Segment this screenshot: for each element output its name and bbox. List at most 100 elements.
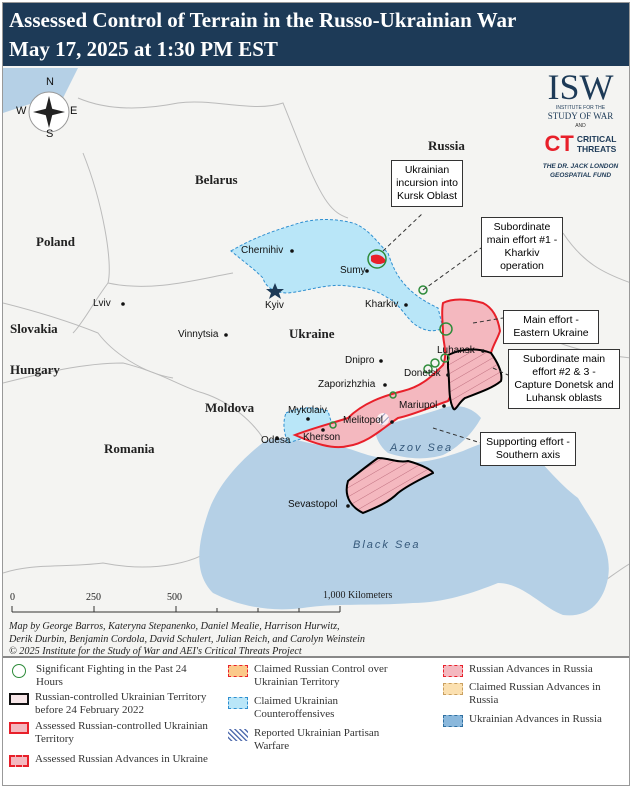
significant-fighting-markers [329,249,453,429]
legend-label: Claimed Russian Advances in Russia [469,681,601,706]
crimea [345,456,435,515]
map-graphic [3,68,629,616]
city-kherson: Kherson [303,432,341,443]
ct-name-1: CRITICAL [576,134,617,144]
city-donetsk: Donetsk [404,368,441,379]
black-sea [199,437,609,616]
map-legend: Significant Fighting in the Past 24 Hour… [3,656,629,785]
callout-kharkiv-operation: Subordinate main effort #1 - Kharkiv ope… [481,217,563,277]
country-belarus: Belarus [195,172,238,187]
legend-label: Assessed Russian-controlled Ukrainian Te… [35,720,208,745]
isw-logo-text: ISW [547,67,614,107]
ct-name-2: THREATS [576,144,617,154]
country-ukraine: Ukraine [289,326,335,341]
claimed-russian-advances-russia-swatch [443,683,463,695]
fighting-circle-icon [12,664,26,678]
legend-item-russian-advances-russia: Russian Advances in Russia [443,663,628,677]
city-mariupol: Mariupol [399,400,438,411]
compass-rose-icon [28,91,70,133]
map-header: Assessed Control of Terrain in the Russo… [3,3,629,66]
map-area: N S E W ISW INSTITUTE FOR THE STUDY OF W… [3,66,629,659]
scale-1000: 1,000 Kilometers [323,590,393,601]
scale-250: 250 [86,592,101,603]
legend-item-ukrainian-counteroffensives: Claimed Ukrainian Counteroffensives [228,695,413,721]
legend-item-russian-controlled: Assessed Russian-controlled Ukrainian Te… [9,720,209,746]
fund-line-2: GEOSPATIAL FUND [549,172,612,179]
city-chernihiv: Chernihiv [241,245,284,256]
claimed-ukrainian-counteroffensives-north [230,219,444,332]
map-credit: Map by George Barros, Kateryna Stepanenk… [9,621,365,659]
legend-label: Claimed Russian Control over Ukrainian T… [254,663,388,688]
scale-500: 500 [167,592,182,603]
compass-w: W [16,105,27,117]
compass-e: E [70,105,78,117]
isw-logo-sub: INSTITUTE FOR THE [555,105,606,111]
city-dnipro: Dnipro [345,355,375,366]
compass-n: N [46,76,54,88]
map-title: Assessed Control of Terrain in the Russo… [9,8,517,32]
callout-lines [382,212,509,444]
russian-advances-swatch [9,755,29,767]
city-odesa: Odesa [261,435,291,446]
azov-sea [375,406,481,459]
city-sumy: Sumy [340,265,366,276]
pre-2022-donbas [447,348,503,411]
callout-kursk: Ukrainian incursion into Kursk Oblast [391,160,463,207]
compass-s: S [46,128,54,140]
ct-logo-mark: CT [544,131,574,156]
legend-label: Significant Fighting in the Past 24 Hour… [36,663,187,688]
map-date: May 17, 2025 at 1:30 PM EST [9,37,278,61]
country-hungary: Hungary [10,362,60,377]
legend-item-ukrainian-advances-russia: Ukrainian Advances in Russia [443,713,628,727]
kursk-incursion [371,254,386,264]
city-kyiv: Kyiv [265,300,284,311]
azov-sea-label: Azov Sea [390,442,454,454]
baltic-sea [3,68,78,113]
city-markers [121,249,485,508]
legend-item-pre-2022: Russian-controlled Ukrainian Territory b… [9,691,209,717]
credit-line-1: Map by George Barros, Kateryna Stepanenk… [9,621,340,632]
credit-line-3: © 2025 Institute for the Study of War an… [9,646,302,657]
country-moldova: Moldova [205,400,255,415]
fund-line-1: THE DR. JACK LONDON [542,163,619,170]
legend-label: Russian-controlled Ukrainian Territory b… [35,691,207,716]
legend-item-fighting: Significant Fighting in the Past 24 Hour… [9,663,209,689]
callout-eastern-ukraine: Main effort - Eastern Ukraine [503,310,599,344]
counteroffensive-swatch [228,697,248,709]
legend-item-russian-advances-ukraine: Assessed Russian Advances in Ukraine [9,753,209,767]
claimed-russian-control-swatch [228,665,248,677]
ukrainian-advances-russia-swatch [443,715,463,727]
city-mykolaiv: Mykolaiv [288,405,327,416]
isw-ct-logo: ISW INSTITUTE FOR THE STUDY OF WAR AND C… [533,69,628,180]
russian-advances-russia-swatch [443,665,463,677]
black-sea-label: Black Sea [353,539,421,551]
city-zaporizhzhia: Zaporizhzhia [318,379,376,390]
legend-label: Russian Advances in Russia [469,663,593,675]
country-poland: Poland [36,234,76,249]
partisan-swatch [228,729,248,741]
country-romania: Romania [104,441,155,456]
country-russia: Russia [428,138,465,153]
credit-line-2: Derik Durbin, Benjamin Cordola, David Sc… [9,633,365,645]
russian-controlled-swatch [9,722,29,734]
city-kharkiv: Kharkiv [365,299,399,310]
city-vinnytsia: Vinnytsia [178,329,219,340]
callout-donetsk-luhansk: Subordinate main effort #2 & 3 - Capture… [508,349,620,409]
isw-logo-name: STUDY OF WAR [547,111,614,121]
scale-bar [11,606,341,613]
partisan-warfare-melitopol [377,413,389,425]
city-sevastopol: Sevastopol [288,499,338,510]
kyiv-capital-star-icon [266,283,284,299]
legend-label: Reported Ukrainian Partisan Warfare [254,727,380,752]
callout-southern-axis: Supporting effort - Southern axis [480,432,576,466]
country-slovakia: Slovakia [10,321,58,336]
legend-item-claimed-russian-advances-russia: Claimed Russian Advances in Russia [443,681,628,707]
scale-0: 0 [10,592,15,603]
legend-label: Ukrainian Advances in Russia [469,713,602,725]
russian-controlled-territory [292,298,502,449]
city-lviv: Lviv [93,298,111,309]
legend-label: Claimed Ukrainian Counteroffensives [254,695,339,720]
legend-item-claimed-russian-control: Claimed Russian Control over Ukrainian T… [228,663,413,689]
legend-label: Assessed Russian Advances in Ukraine [35,753,208,765]
